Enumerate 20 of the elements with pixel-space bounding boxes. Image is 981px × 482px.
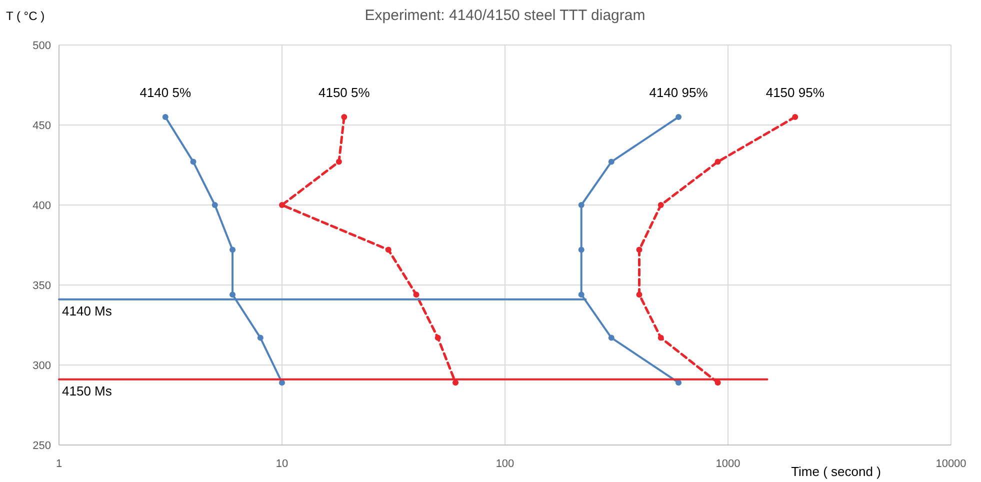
y-tick-label: 400 [32,200,51,212]
series-label: 4140 95% [649,85,708,100]
x-tick-label: 1000 [716,458,740,470]
y-tick-label: 350 [32,280,51,292]
x-tick-label: 10 [276,458,288,470]
y-tick-label: 250 [32,440,51,452]
x-axis-title: Time ( second ) [791,464,881,479]
y-axis-title: T ( °C ) [6,9,45,23]
series-label: 4150 5% [318,85,370,100]
series-label: 4150 Ms [62,383,112,398]
y-tick-label: 500 [32,40,51,52]
series-label: 4140 Ms [62,303,112,318]
series-label: 4150 95% [766,85,825,100]
y-tick-label: 450 [32,120,51,132]
x-tick-label: 1 [56,458,62,470]
x-tick-label: 100 [496,458,514,470]
chart-title: Experiment: 4140/4150 steel TTT diagram [364,7,646,24]
series-label: 4140 5% [140,85,192,100]
y-tick-label: 300 [32,360,51,372]
x-tick-label: 10000 [936,458,966,470]
